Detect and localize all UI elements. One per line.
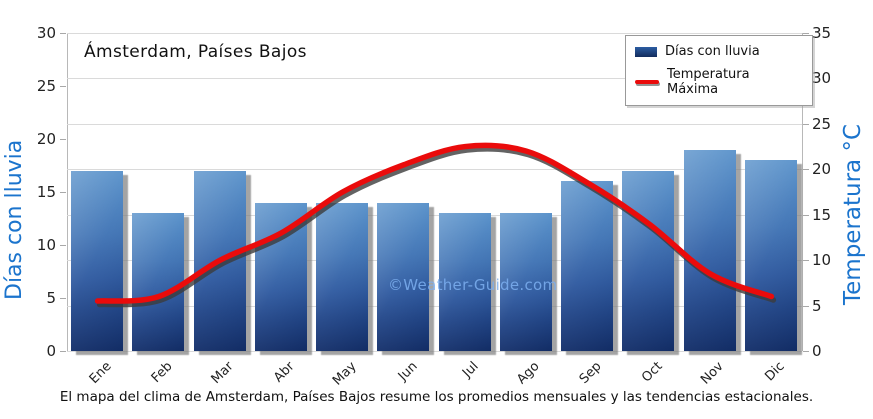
right-axis-title: Temperatura °C [840, 124, 866, 306]
y-tick-mark-left [60, 192, 66, 193]
y-tick-label-right: 30 [812, 69, 832, 88]
chart-title: Ámsterdam, Países Bajos [84, 42, 307, 62]
y-tick-mark-right [803, 214, 809, 216]
temperature-line [94, 142, 775, 304]
bar [683, 149, 736, 352]
y-tick-label-left: 10 [36, 236, 56, 254]
y-tick-mark-right [803, 123, 809, 125]
y-tick-label-left: 5 [46, 289, 56, 307]
grid-line [67, 351, 802, 352]
y-tick-mark-left [60, 139, 66, 140]
bar [377, 202, 430, 352]
legend: Días con lluvia Temperatura Máxima [625, 35, 813, 106]
y-tick-mark-left [60, 351, 66, 352]
grid-line [67, 260, 802, 262]
y-tick-mark-left [60, 245, 66, 246]
y-tick-label-right: 35 [812, 24, 832, 42]
y-tick-label-left: 0 [46, 342, 56, 360]
y-tick-label-right: 0 [812, 342, 822, 360]
legend-item-rain: Días con lluvia [635, 44, 803, 59]
bar [71, 170, 123, 352]
legend-label-rain: Días con lluvia [665, 44, 760, 59]
y-tick-mark-right [803, 33, 809, 34]
left-axis-title: Días con lluvia [2, 139, 27, 300]
y-tick-mark-right [803, 169, 809, 171]
y-tick-label-left: 15 [36, 183, 56, 201]
y-tick-label-right: 10 [812, 251, 832, 270]
temperature-line-layer [94, 142, 777, 308]
legend-label-temp: Temperatura Máxima [667, 67, 750, 97]
temperature-line-shadow [96, 146, 777, 308]
legend-item-temp: Temperatura Máxima [635, 67, 803, 97]
legend-line-swatch [635, 80, 659, 84]
y-tick-mark-left [60, 33, 66, 34]
y-tick-label-right: 5 [812, 296, 822, 315]
y-tick-label-left: 25 [36, 77, 56, 95]
y-tick-label-right: 15 [812, 205, 832, 224]
axis-line [67, 33, 68, 351]
legend-bar-swatch [635, 46, 657, 57]
y-tick-label-right: 25 [812, 114, 832, 133]
bar [744, 160, 797, 351]
bar [132, 213, 185, 351]
bar [561, 181, 613, 351]
y-tick-mark-right [803, 260, 809, 262]
y-tick-mark-left [60, 86, 66, 87]
y-tick-mark-left [60, 298, 66, 299]
bar [438, 213, 491, 351]
watermark: ©Weather-Guide.com [388, 276, 558, 294]
grid-line [67, 33, 802, 34]
grid-line [67, 305, 802, 307]
bar [499, 213, 552, 351]
grid-line [67, 169, 802, 171]
bar [622, 170, 675, 352]
y-tick-label-left: 20 [36, 130, 56, 148]
grid-line [67, 123, 802, 125]
chart-caption: El mapa del clima de Amsterdam, Países B… [59, 389, 814, 405]
y-tick-label-left: 30 [36, 24, 56, 42]
y-tick-mark-right [803, 305, 809, 307]
y-tick-label-right: 20 [812, 160, 832, 179]
bar [316, 202, 368, 352]
y-tick-mark-right [803, 351, 809, 352]
grid-line [67, 214, 802, 216]
axis-line [802, 33, 803, 351]
grid-line [67, 78, 802, 80]
